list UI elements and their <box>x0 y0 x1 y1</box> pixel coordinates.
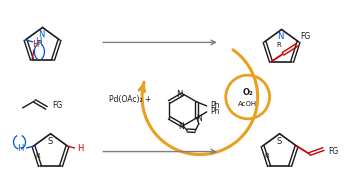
Text: AcOH: AcOH <box>238 101 257 107</box>
Text: Ph: Ph <box>210 101 219 110</box>
Text: Ph: Ph <box>210 107 219 116</box>
Text: R: R <box>276 42 281 48</box>
Text: N: N <box>176 90 182 98</box>
Text: FG: FG <box>52 101 62 110</box>
Text: H: H <box>32 40 38 50</box>
Text: N: N <box>277 32 284 41</box>
Text: S: S <box>277 137 282 146</box>
Text: O₂: O₂ <box>242 88 253 97</box>
Text: R: R <box>36 153 40 159</box>
Text: S: S <box>48 137 53 146</box>
Text: H: H <box>77 143 84 153</box>
Text: N: N <box>178 122 184 131</box>
Text: N: N <box>38 30 45 39</box>
Text: FG: FG <box>300 33 310 42</box>
Text: H: H <box>17 143 24 153</box>
Text: R: R <box>37 40 42 46</box>
Text: Pd(OAc)₂ +: Pd(OAc)₂ + <box>109 95 151 105</box>
Text: R: R <box>265 153 269 159</box>
Text: FG: FG <box>328 146 339 156</box>
Text: N: N <box>196 114 202 123</box>
Text: H: H <box>35 37 42 46</box>
